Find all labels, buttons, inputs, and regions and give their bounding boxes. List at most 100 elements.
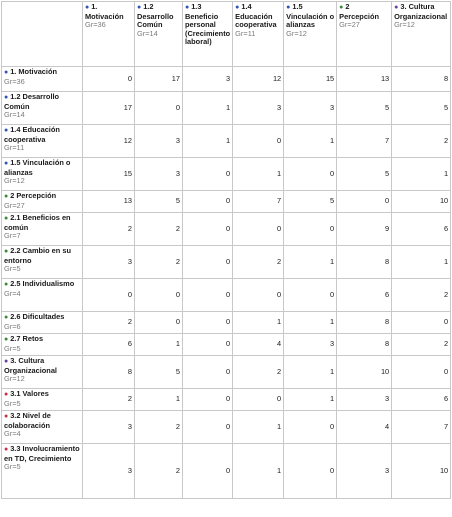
value-cell: 0 — [283, 443, 338, 499]
value-cell: 3 — [82, 443, 135, 499]
column-label: 2 Percepción — [339, 2, 380, 21]
bullet-dot-icon: ● — [286, 4, 293, 11]
value-cell: 10 — [336, 355, 393, 389]
value-cell: 2 — [232, 355, 285, 389]
value-cell: 15 — [283, 66, 338, 92]
row-cell: ● 3.1 Valores Gr=5 — [1, 388, 83, 411]
row-cell: ● 2.1 Beneficios en común Gr=7 — [1, 212, 83, 246]
bullet-dot-icon: ● — [394, 4, 401, 11]
row-groundedness: Gr=5 — [4, 343, 21, 353]
value-cell: 0 — [391, 311, 452, 334]
row-cell: ● 2 Percepción Gr=27 — [1, 190, 83, 213]
row-cell: ● 2.6 Dificultades Gr=6 — [1, 311, 83, 334]
bullet-dot-icon: ● — [4, 281, 11, 288]
cooccurrence-table: ● 1. Motivación Gr=36 ● 1.2 Desarrollo Com… — [1, 1, 452, 499]
value-cell: 5 — [134, 355, 183, 389]
bullet-dot-icon: ● — [4, 215, 11, 222]
value-cell: 1 — [283, 311, 338, 334]
row-label: 1. Motivación — [10, 67, 58, 76]
row-groundedness: Gr=5 — [4, 398, 21, 408]
bullet-dot-icon: ● — [4, 94, 11, 101]
bullet-dot-icon: ● — [4, 193, 11, 200]
value-cell: 6 — [391, 212, 452, 246]
value-cell: 2 — [134, 245, 183, 279]
value-cell: 9 — [336, 212, 393, 246]
value-cell: 0 — [181, 410, 234, 444]
value-cell: 7 — [232, 190, 285, 213]
row-groundedness: Gr=11 — [4, 143, 25, 153]
value-cell: 0 — [181, 333, 234, 356]
row-cell: ● 1.5 Vinculación o alianzas Gr=12 — [1, 157, 83, 191]
column-label: 1.4 Educación cooperativa — [235, 2, 277, 30]
value-cell: 0 — [181, 388, 234, 411]
value-cell: 0 — [181, 311, 234, 334]
cooccurrence-table-container: ● 1. Motivación Gr=36 ● 1.2 Desarrollo Com… — [1, 1, 452, 499]
table-row: ● 2.2 Cambio en su entorno Gr=5 3 2 0 2 1 8 1 — [1, 245, 452, 279]
row-groundedness: Gr=14 — [4, 110, 25, 120]
value-cell: 6 — [82, 333, 135, 356]
value-cell: 7 — [391, 410, 452, 444]
column-groundedness: Gr=27 — [339, 20, 360, 30]
bullet-dot-icon: ● — [4, 358, 11, 365]
value-cell: 2 — [134, 212, 183, 246]
column-label: 1.2 Desarrollo Común — [137, 2, 174, 30]
value-cell: 0 — [283, 278, 338, 312]
value-cell: 0 — [181, 278, 234, 312]
column-groundedness: Gr=12 — [394, 20, 415, 30]
value-cell: 3 — [283, 333, 338, 356]
value-cell: 0 — [283, 212, 338, 246]
column-label: 1.3 Beneficio personal (Crecimiento labo… — [185, 2, 231, 47]
row-label: 2.1 Beneficios en común — [4, 213, 71, 232]
value-cell: 1 — [283, 124, 338, 158]
value-cell: 0 — [134, 278, 183, 312]
row-cell: ● 2.2 Cambio en su entorno Gr=5 — [1, 245, 83, 279]
value-cell: 17 — [82, 91, 135, 125]
value-cell: 1 — [232, 157, 285, 191]
table-row: ● 1.4 Educación cooperativa Gr=11 12 3 1 0 1 7 2 — [1, 124, 452, 158]
value-cell: 4 — [232, 333, 285, 356]
value-cell: 7 — [336, 124, 393, 158]
value-cell: 2 — [82, 212, 135, 246]
row-cell: ● 3.3 Involucramiento en TD, Crecimiento… — [1, 443, 83, 499]
bullet-dot-icon: ● — [4, 336, 11, 343]
row-label: 2.2 Cambio en su entorno — [4, 246, 71, 265]
value-cell: 5 — [134, 190, 183, 213]
value-cell: 1 — [232, 311, 285, 334]
row-groundedness: Gr=36 — [4, 76, 25, 86]
table-row: ● 1. Motivación Gr=36 0 17 3 12 15 13 8 — [1, 66, 452, 92]
bullet-dot-icon: ● — [4, 314, 11, 321]
column-label: 1.5 Vinculación o alianzas — [286, 2, 335, 30]
row-groundedness: Gr=5 — [4, 462, 21, 472]
column-cell: ● 1. Motivación Gr=36 — [82, 1, 135, 67]
table-row: ● 3.3 Involucramiento en TD, Crecimiento… — [1, 443, 452, 499]
row-cell: ● 3. Cultura Organizacional Gr=12 — [1, 355, 83, 389]
value-cell: 8 — [336, 333, 393, 356]
column-cell: ● 3. Cultura Organizacional Gr=12 — [391, 1, 452, 67]
row-cell: ● 1.2 Desarrollo Común Gr=14 — [1, 91, 83, 125]
header-row: ● 1. Motivación Gr=36 ● 1.2 Desarrollo Com… — [1, 1, 452, 67]
value-cell: 2 — [82, 388, 135, 411]
value-cell: 2 — [391, 333, 452, 356]
row-groundedness: Gr=6 — [4, 321, 21, 331]
column-cell: ● 1.2 Desarrollo Común Gr=14 — [134, 1, 183, 67]
bullet-dot-icon: ● — [185, 4, 192, 11]
value-cell: 10 — [391, 443, 452, 499]
table-row: ● 2.7 Retos Gr=5 6 1 0 4 3 8 2 — [1, 333, 452, 356]
bullet-dot-icon: ● — [4, 127, 11, 134]
value-cell: 0 — [181, 245, 234, 279]
value-cell: 13 — [82, 190, 135, 213]
table-row: ● 1.2 Desarrollo Común Gr=14 17 0 1 3 3 5 5 — [1, 91, 452, 125]
value-cell: 2 — [82, 311, 135, 334]
value-cell: 0 — [232, 278, 285, 312]
table-body: ● 1. Motivación Gr=36 0 17 3 12 15 13 8 ● 1.2 Des… — [1, 66, 452, 499]
value-cell: 6 — [336, 278, 393, 312]
value-cell: 0 — [181, 355, 234, 389]
value-cell: 13 — [336, 66, 393, 92]
row-groundedness: Gr=7 — [4, 231, 21, 241]
value-cell: 1 — [391, 157, 452, 191]
table-row: ● 2 Percepción Gr=27 13 5 0 7 5 0 10 — [1, 190, 452, 213]
value-cell: 0 — [82, 66, 135, 92]
row-cell: ● 3.2 Nivel de colaboración Gr=4 — [1, 410, 83, 444]
value-cell: 1 — [391, 245, 452, 279]
row-label: 1.5 Vinculación o alianzas — [4, 158, 71, 177]
